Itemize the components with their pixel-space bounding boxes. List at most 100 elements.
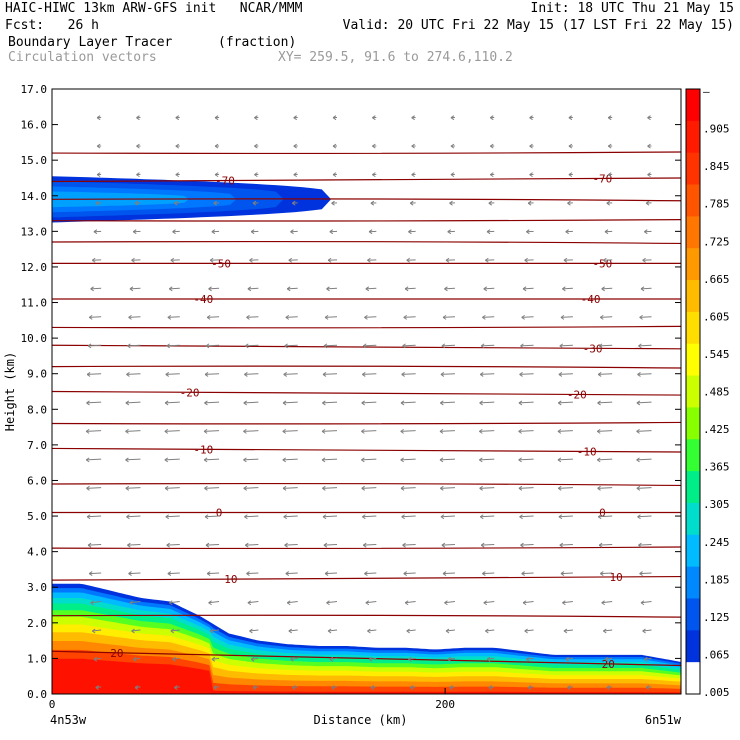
circulation-vector <box>557 457 573 463</box>
circulation-vector <box>167 314 180 320</box>
circulation-vector <box>403 314 416 320</box>
y-tick-label: 5.0 <box>27 510 47 523</box>
circulation-vector <box>372 143 377 149</box>
x-start-label: 4n53w <box>50 713 87 727</box>
circulation-vector <box>244 371 259 377</box>
circulation-vector <box>85 428 102 434</box>
circulation-vector <box>206 571 220 577</box>
circulation-vector <box>557 428 573 434</box>
circulation-vector <box>166 542 180 548</box>
circulation-vector <box>252 200 259 206</box>
colorbar-swatch <box>686 502 700 536</box>
circulation-vector <box>361 457 377 463</box>
circulation-vector <box>598 542 613 548</box>
circulation-vector <box>129 286 141 292</box>
isotherm-unlabeled <box>52 421 681 425</box>
circulation-vector <box>247 600 259 606</box>
circulation-vector <box>125 485 141 491</box>
circulation-vector <box>166 343 180 349</box>
circulation-vector <box>604 656 613 662</box>
circulation-vector <box>293 115 298 121</box>
colorbar-label: .305 <box>703 498 730 511</box>
circulation-vector <box>126 514 141 520</box>
circulation-vector <box>90 286 102 292</box>
circulation-vector <box>283 514 298 520</box>
isotherm-label: -10 <box>577 445 597 458</box>
colorbar-swatch <box>686 216 700 249</box>
circulation-vector <box>254 172 259 178</box>
colorbar-label: .125 <box>703 611 730 624</box>
circulation-vector <box>647 143 652 149</box>
isotherm-label: -50 <box>592 257 612 270</box>
isotherm-label: -20 <box>180 386 200 399</box>
circulation-vector <box>86 514 102 520</box>
circulation-vector <box>606 685 613 690</box>
circulation-vector <box>450 115 455 121</box>
circulation-vector <box>408 229 416 235</box>
circulation-vector <box>400 457 416 463</box>
circulation-vector <box>479 400 495 406</box>
circulation-vector <box>401 514 416 520</box>
y-tick-label: 6.0 <box>27 474 47 487</box>
circulation-vector <box>285 314 298 320</box>
circulation-vector <box>244 514 259 520</box>
circulation-vector <box>214 143 220 149</box>
circulation-vector <box>134 685 141 690</box>
circulation-vector <box>132 229 141 235</box>
circulation-vector <box>520 343 534 349</box>
circulation-vector <box>598 343 613 349</box>
x-axis: 0 200 Distance (km) 4n53w 6n51w <box>49 688 682 727</box>
circulation-vector <box>445 628 456 634</box>
circulation-vector <box>489 143 495 149</box>
colorbar-label: .605 <box>703 310 730 323</box>
circulation-vector <box>447 229 455 235</box>
circulation-vector <box>174 685 180 690</box>
plot-frame <box>51 88 682 695</box>
y-tick-label: 9.0 <box>27 368 47 381</box>
circulation-vector <box>322 514 338 520</box>
colorbar-swatch <box>686 598 700 631</box>
circulation-vector <box>447 656 456 662</box>
colorbar-swatch <box>686 566 700 599</box>
circulation-vector <box>482 314 495 320</box>
circulation-vector <box>607 143 613 149</box>
circulation-vector <box>568 172 573 178</box>
circulation-vector <box>86 400 102 406</box>
circulation-vector <box>332 143 338 149</box>
circulation-vector <box>518 485 534 491</box>
circulation-vector <box>95 685 102 690</box>
circulation-vector <box>647 115 652 121</box>
circulation-vector <box>282 428 298 434</box>
circulation-vector <box>214 172 220 178</box>
isotherm-line <box>52 575 681 581</box>
circulation-vector <box>213 200 220 206</box>
circulation-vector <box>444 286 455 292</box>
circulation-vector <box>322 371 338 377</box>
circulation-vector <box>174 200 180 206</box>
y-tick-label: 13.0 <box>21 225 48 238</box>
isotherm-unlabeled <box>52 240 681 245</box>
circulation-vector <box>125 457 141 463</box>
circulation-vector <box>96 115 102 121</box>
circulation-vector <box>444 600 456 606</box>
circulation-vector <box>168 286 180 292</box>
circulation-vector <box>640 286 652 292</box>
isotherm-line <box>52 344 681 350</box>
colorbar-label: .005 <box>703 686 730 699</box>
vector-name: Circulation vectors <box>8 50 157 65</box>
circulation-vector <box>527 200 534 206</box>
circulation-vector <box>132 656 141 662</box>
circulation-vector <box>529 172 534 178</box>
circulation-vector <box>331 685 338 690</box>
circulation-vector <box>404 286 416 292</box>
y-tick-label: 14.0 <box>21 190 48 203</box>
circulation-vector <box>440 485 455 491</box>
circulation-vector <box>249 257 259 263</box>
tracer-fill-layer <box>52 174 681 694</box>
circulation-vector <box>607 115 613 121</box>
circulation-vector <box>293 143 298 149</box>
circulation-vector <box>127 542 141 548</box>
circulation-vector <box>400 485 416 491</box>
isotherm-label: 20 <box>110 647 123 660</box>
colorbar-swatch <box>686 662 700 695</box>
